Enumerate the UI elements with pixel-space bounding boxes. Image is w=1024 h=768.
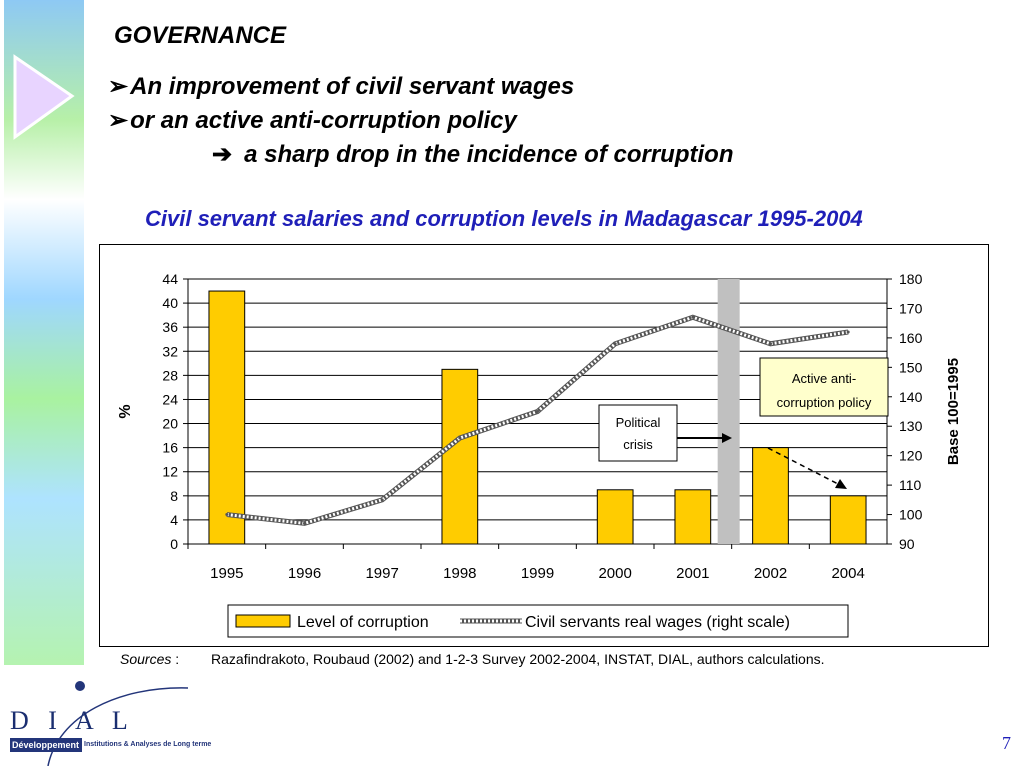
y-tick-label: 8: [170, 488, 178, 504]
x-tick-label: 2000: [598, 565, 631, 582]
logo-bar: Développement: [10, 738, 82, 752]
x-tick-label: 1999: [521, 565, 554, 582]
x-tick-label: 1997: [365, 565, 398, 582]
wage-point: [769, 342, 772, 346]
political-crisis-label: Political: [616, 415, 661, 430]
bullet-conclusion: ➔ a sharp drop in the incidence of corrup…: [212, 140, 733, 169]
y2-tick-label: 170: [899, 300, 923, 316]
y2-tick-label: 160: [899, 330, 923, 346]
y-tick-label: 32: [162, 343, 178, 359]
logo-subtitle: Institutions & Analyses de Long terme: [84, 741, 212, 748]
y2-tick-label: 90: [899, 536, 915, 552]
wage-point: [380, 498, 384, 502]
wage-point: [536, 410, 539, 413]
y-tick-label: 36: [162, 319, 178, 335]
sources-label: Sources: [120, 651, 172, 667]
y-tick-label: 12: [162, 464, 178, 480]
triangle-arrow-icon: [13, 54, 75, 140]
y-tick-label: 28: [162, 367, 178, 383]
x-tick-label: 2001: [676, 565, 709, 582]
y2-tick-label: 100: [899, 507, 923, 523]
chart-frame: 0 4 8 12 16 20 24 28 32 36 40 44 90 100 110 120 130 140 15…: [99, 244, 989, 647]
x-tick-label: 1996: [288, 565, 321, 582]
corruption-bar: [829, 495, 867, 545]
sources-separator: :: [171, 651, 180, 667]
right-arrow-icon: ➔: [212, 141, 233, 168]
anti-corruption-box: [759, 357, 889, 417]
legend-bar-swatch: [235, 614, 291, 628]
y2-tick-label: 120: [899, 448, 923, 464]
corruption-bar: [596, 489, 634, 545]
corruption-bar: [208, 290, 246, 545]
y2-tick-label: 180: [899, 271, 923, 287]
anti-corruption-label: Active anti-: [792, 371, 856, 386]
political-crisis-label: crisis: [623, 437, 653, 452]
anti-corruption-label: corruption policy: [777, 395, 872, 410]
y-tick-label: 4: [170, 512, 178, 528]
political-crisis-band: [717, 279, 740, 544]
political-crisis-box: [598, 404, 678, 462]
legend-bar-label: Level of corruption: [297, 614, 429, 631]
x-tick-label: 2002: [754, 565, 787, 582]
y-tick-label: 24: [162, 391, 178, 407]
y-tick-label: 44: [162, 271, 178, 287]
y-tick-label: 20: [162, 416, 178, 432]
bullet-text: or an active anti-corruption policy: [130, 107, 517, 134]
chart-svg: 0 4 8 12 16 20 24 28 32 36 40 44 90 100 110 120 130 140 15…: [117, 271, 962, 638]
y2-axis-label: Base 100=1995: [945, 358, 962, 465]
legend-line-label: Civil servants real wages (right scale): [525, 614, 790, 631]
arrowhead-bullet-icon: ➢: [108, 107, 129, 134]
bullet-anti-corruption: ➢or an active anti-corruption policy: [108, 106, 517, 135]
y-tick-label: 40: [162, 295, 178, 311]
corruption-bar: [674, 489, 712, 545]
y2-tick-label: 110: [899, 477, 922, 493]
sources-note: Sources : Razafindrakoto, Roubaud (2002)…: [120, 651, 825, 667]
x-tick-label: 1995: [210, 565, 243, 582]
arrowhead-bullet-icon: ➢: [108, 73, 129, 100]
wage-point: [846, 330, 850, 334]
page-number: 7: [1002, 733, 1011, 753]
corruption-bar: [441, 368, 479, 545]
y2-tick-label: 130: [899, 418, 923, 434]
crisis-arrowhead: [722, 433, 732, 443]
x-tick-label: 1998: [443, 565, 476, 582]
y-axis-label: %: [117, 404, 134, 418]
wage-point: [458, 436, 462, 440]
y-tick-label: 0: [170, 536, 178, 552]
bullet-text: An improvement of civil servant wages: [130, 73, 575, 100]
wage-point: [225, 513, 229, 517]
page-title: GOVERNANCE: [114, 22, 287, 49]
wage-point: [303, 521, 306, 525]
bullet-wages: ➢An improvement of civil servant wages: [108, 72, 574, 101]
chart-title: Civil servant salaries and corruption le…: [145, 206, 863, 231]
wage-point: [691, 315, 695, 319]
x-tick-label: 2004: [831, 565, 864, 582]
policy-arrow: [767, 447, 841, 486]
bullet-text: a sharp drop in the incidence of corrupt…: [244, 141, 734, 168]
policy-arrowhead: [835, 479, 847, 489]
logo-dial: D I A L: [10, 706, 128, 735]
y2-tick-label: 150: [899, 359, 923, 375]
y2-tick-label: 140: [899, 389, 923, 405]
sources-text: Razafindrakoto, Roubaud (2002) and 1-2-3…: [211, 651, 825, 667]
legend-box: [227, 604, 849, 638]
y-tick-label: 16: [162, 440, 178, 456]
wage-point: [613, 342, 617, 346]
corruption-bar: [752, 447, 789, 545]
